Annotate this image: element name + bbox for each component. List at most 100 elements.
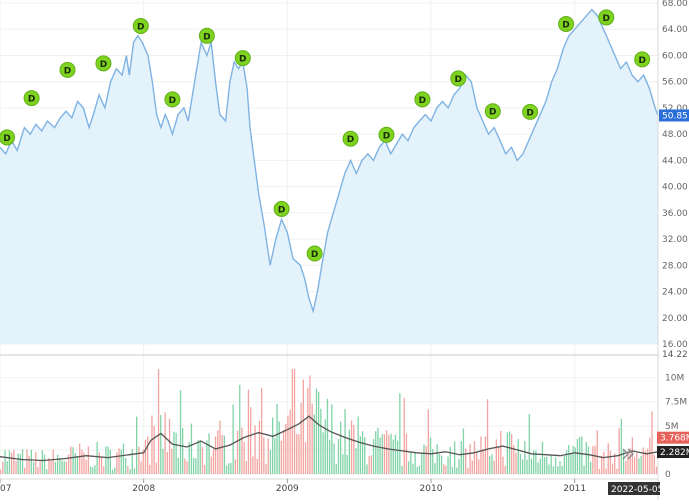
volume-bar bbox=[502, 456, 504, 474]
dividend-marker[interactable]: D bbox=[342, 130, 359, 147]
volume-bar bbox=[65, 461, 68, 474]
volume-bar bbox=[557, 466, 559, 474]
volume-bar bbox=[83, 452, 85, 474]
dividend-marker[interactable]: D bbox=[450, 70, 467, 87]
volume-bar bbox=[217, 430, 219, 474]
volume-bar bbox=[21, 449, 24, 474]
volume-tick-label: 5M bbox=[665, 422, 679, 432]
volume-bar bbox=[559, 461, 561, 474]
volume-bar bbox=[570, 452, 572, 474]
volume-bar bbox=[133, 468, 136, 474]
volume-bar bbox=[120, 449, 122, 474]
dividend-marker[interactable]: D bbox=[95, 55, 112, 72]
volume-bar bbox=[653, 454, 655, 474]
volume-bar bbox=[153, 426, 155, 474]
price-tick-label: 56.00 bbox=[662, 78, 688, 88]
volume-bar bbox=[541, 441, 544, 474]
volume-bar bbox=[151, 415, 153, 474]
volume-bar bbox=[164, 412, 166, 474]
last-price-label: 50.85 bbox=[662, 111, 688, 121]
volume-bar bbox=[214, 436, 217, 474]
volume-bar bbox=[572, 446, 574, 474]
price-axis[interactable]: 68.00 64.00 60.00 56.00 52.00 48.00 44.00 40.00… bbox=[657, 0, 688, 500]
volume-bar bbox=[114, 467, 116, 474]
price-tick-label: 20.00 bbox=[662, 314, 688, 324]
volume-bar bbox=[278, 421, 280, 474]
volume-bar bbox=[6, 461, 8, 474]
volume-bar bbox=[511, 434, 513, 474]
dividend-marker[interactable]: D bbox=[59, 61, 76, 78]
volume-bar bbox=[272, 417, 274, 474]
dividend-marker[interactable]: D bbox=[522, 103, 539, 120]
volume-bar bbox=[193, 457, 195, 474]
dividend-marker-label: D bbox=[347, 135, 354, 145]
volume-bar bbox=[348, 429, 350, 474]
volume-bar bbox=[140, 461, 142, 474]
volume-bar bbox=[333, 443, 335, 474]
dividend-marker[interactable]: D bbox=[23, 90, 40, 107]
volume-bar bbox=[322, 432, 324, 474]
volume-bar bbox=[241, 427, 243, 474]
dividend-marker-label: D bbox=[489, 108, 496, 118]
volume-bar bbox=[377, 427, 379, 474]
dividend-marker-label: D bbox=[419, 96, 426, 106]
dividend-marker-label: D bbox=[526, 108, 533, 118]
dividend-marker[interactable]: D bbox=[273, 200, 290, 217]
volume-bar bbox=[576, 439, 579, 474]
dividend-marker[interactable]: D bbox=[132, 17, 149, 34]
volume-bar bbox=[173, 431, 175, 474]
volume-tick-label: 0 bbox=[665, 470, 671, 480]
dividend-marker[interactable]: D bbox=[164, 91, 181, 108]
volume-bar bbox=[59, 458, 61, 474]
dividend-marker[interactable]: D bbox=[558, 15, 575, 32]
volume-bar bbox=[28, 455, 30, 474]
volume-bar bbox=[52, 449, 54, 474]
price-tick-label: 28.00 bbox=[662, 261, 688, 271]
volume-bar bbox=[495, 439, 497, 474]
volume-bar bbox=[432, 449, 434, 474]
time-axis[interactable]: 2007 2008 2009 2010 2011 bbox=[0, 478, 658, 494]
volume-bar bbox=[309, 375, 311, 474]
volume-bar bbox=[554, 457, 557, 474]
dividend-marker-label: D bbox=[28, 95, 35, 105]
dividend-marker[interactable]: D bbox=[0, 129, 15, 146]
volume-bar bbox=[17, 453, 19, 474]
dividend-marker-circle bbox=[634, 51, 651, 68]
dividend-marker[interactable]: D bbox=[378, 126, 395, 143]
volume-bar bbox=[458, 459, 460, 474]
volume-bar bbox=[261, 387, 263, 474]
dividend-marker[interactable]: D bbox=[198, 27, 215, 44]
volume-bar bbox=[379, 437, 381, 474]
volume-bar bbox=[4, 450, 6, 474]
volume-bar bbox=[620, 418, 622, 474]
volume-bar bbox=[526, 459, 528, 474]
scroll-to-latest-button[interactable] bbox=[622, 448, 634, 460]
volume-bar bbox=[300, 402, 302, 474]
dividend-marker[interactable]: D bbox=[484, 103, 501, 120]
volume-bar bbox=[182, 428, 184, 474]
dividend-marker[interactable]: D bbox=[306, 245, 323, 262]
price-tick-label: 68.00 bbox=[662, 0, 688, 9]
volume-bar bbox=[179, 390, 182, 474]
volume-bar bbox=[228, 463, 230, 474]
dividend-marker[interactable]: D bbox=[598, 9, 615, 26]
volume-bar bbox=[87, 446, 89, 474]
dividend-marker[interactable]: D bbox=[634, 51, 651, 68]
volume-bar bbox=[111, 469, 114, 474]
volume-bar bbox=[644, 451, 647, 474]
average-volume-label: 2.282M bbox=[660, 448, 689, 458]
dividend-markers[interactable]: D D D D D D D D D D D D D D D D D D D bbox=[0, 9, 651, 262]
volume-bar bbox=[245, 461, 247, 474]
volume-bar bbox=[451, 467, 454, 474]
volume-bar bbox=[144, 439, 147, 474]
volume-bar bbox=[346, 454, 348, 474]
volume-bar bbox=[629, 448, 631, 474]
volume-bar bbox=[381, 434, 383, 474]
dividend-marker[interactable]: D bbox=[234, 50, 251, 67]
dividend-marker-label: D bbox=[239, 55, 246, 65]
dividend-marker[interactable]: D bbox=[414, 91, 431, 108]
volume-bar bbox=[587, 446, 590, 474]
volume-bar bbox=[550, 454, 552, 474]
volume-bar bbox=[269, 450, 272, 474]
